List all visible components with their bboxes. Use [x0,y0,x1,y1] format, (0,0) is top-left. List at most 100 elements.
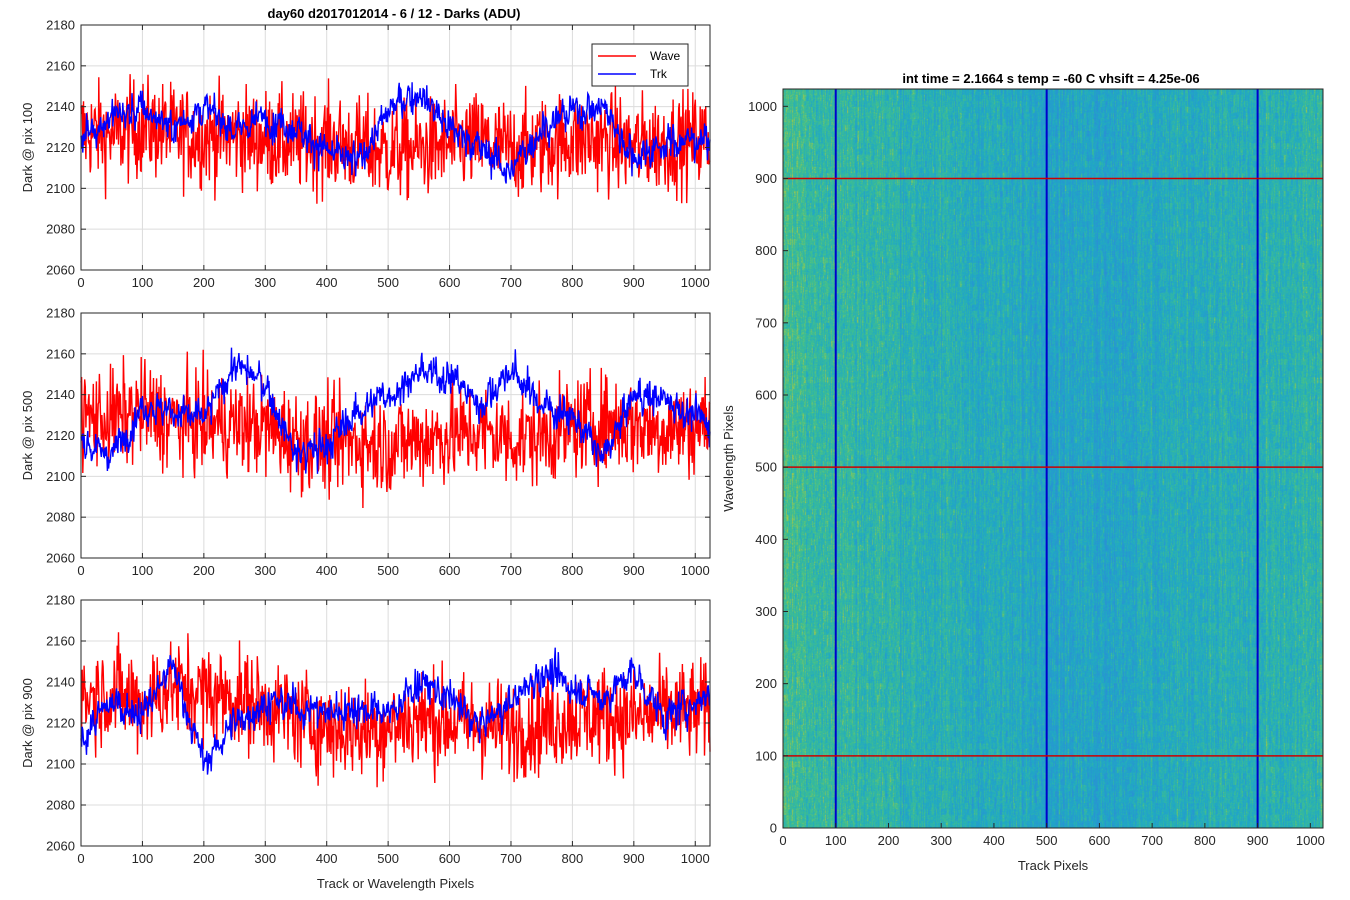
heatmap-title: int time = 2.1664 s temp = -60 C vhsift … [902,71,1199,86]
y-axis-label: Dark @ pix 900 [20,678,35,768]
x-tick-label: 800 [562,275,584,290]
heatmap-canvas [783,89,1323,828]
x-tick-label: 1000 [681,851,710,866]
y-axis-label: Wavelength Pixels [721,405,736,512]
x-tick-label: 300 [254,275,276,290]
figure-title: day60 d2017012014 - 6 / 12 - Darks (ADU) [268,6,521,21]
series-line-trk [80,647,711,775]
x-tick-label: 0 [77,275,84,290]
x-tick-label: 100 [132,563,154,578]
y-tick-label: 900 [755,171,777,186]
x-tick-label: 300 [930,833,952,848]
y-tick-label: 2160 [46,346,75,361]
y-tick-label: 2080 [46,510,75,525]
y-tick-label: 2060 [46,839,75,854]
y-tick-label: 200 [755,676,777,691]
series-line-wave [80,74,711,204]
y-tick-label: 2180 [46,18,75,33]
y-tick-label: 800 [755,243,777,258]
x-tick-label: 1000 [1296,833,1325,848]
x-tick-label: 200 [878,833,900,848]
series-line-trk [80,82,711,184]
x-tick-label: 200 [193,851,215,866]
x-axis-label: Track Pixels [1018,858,1089,873]
y-tick-label: 2120 [46,716,75,731]
y-tick-label: 2140 [46,675,75,690]
x-tick-label: 800 [562,851,584,866]
x-tick-label: 100 [825,833,847,848]
heatmap-image [783,89,1323,828]
x-tick-label: 100 [132,851,154,866]
legend-box [591,43,689,87]
y-tick-label: 2180 [46,593,75,608]
x-tick-label: 900 [623,563,645,578]
heatmap-panel: 0 100 200 300 400 500 600 700 800 900 1000 0 100 200 3… [721,71,1325,873]
y-tick-label: 400 [755,532,777,547]
legend-label-trk: Trk [650,67,668,81]
y-tick-label: 2060 [46,551,75,566]
x-tick-label: 600 [439,275,461,290]
x-tick-label: 700 [500,275,522,290]
y-tick-label: 2160 [46,634,75,649]
x-tick-label: 600 [1089,833,1111,848]
legend: Wave Trk [591,43,689,87]
y-axis-label: Dark @ pix 100 [20,103,35,193]
legend-label-wave: Wave [650,49,681,63]
x-tick-label: 700 [500,851,522,866]
x-tick-label: 700 [1141,833,1163,848]
y-axis-label: Dark @ pix 500 [20,391,35,481]
y-tick-label: 2100 [46,469,75,484]
line-panel-pix-100: 0 100 200 300 400 500 600 700 800 900 1000 2060 2080… [20,18,711,290]
y-tick-label: 700 [755,315,777,330]
x-tick-label: 200 [193,563,215,578]
x-tick-label: 0 [779,833,786,848]
x-tick-label: 0 [77,563,84,578]
x-axis-label: Track or Wavelength Pixels [317,876,475,891]
y-tick-label: 500 [755,460,777,475]
x-tick-label: 500 [377,851,399,866]
y-tick-label: 2140 [46,99,75,114]
x-tick-label: 800 [1194,833,1216,848]
series-line-trk [80,347,711,474]
x-tick-label: 0 [77,851,84,866]
x-tick-label: 500 [1036,833,1058,848]
x-tick-label: 700 [500,563,522,578]
line-panel-pix-500: 0 100 200 300 400 500 600 700 800 900 1000 2060 2080… [20,306,711,578]
x-tick-label: 900 [623,275,645,290]
x-tick-label: 600 [439,563,461,578]
x-tick-label: 900 [1247,833,1269,848]
y-tick-label: 2140 [46,387,75,402]
y-tick-label: 1000 [748,99,777,114]
x-tick-label: 400 [983,833,1005,848]
y-tick-label: 2120 [46,140,75,155]
x-tick-label: 800 [562,563,584,578]
series-line-wave [80,349,711,509]
x-tick-label: 300 [254,851,276,866]
x-tick-label: 1000 [681,275,710,290]
y-tick-label: 2100 [46,181,75,196]
y-tick-label: 2160 [46,58,75,73]
y-tick-label: 300 [755,604,777,619]
y-tick-label: 100 [755,748,777,763]
y-tick-label: 2080 [46,222,75,237]
x-tick-label: 400 [316,275,338,290]
y-tick-label: 2120 [46,428,75,443]
x-tick-label: 1000 [681,563,710,578]
y-tick-label: 2100 [46,757,75,772]
x-tick-label: 500 [377,563,399,578]
y-tick-label: 2180 [46,306,75,321]
line-panel-pix-900: 0 100 200 300 400 500 600 700 800 900 1000 2060 2080… [20,593,711,891]
x-tick-label: 400 [316,563,338,578]
x-tick-label: 500 [377,275,399,290]
x-tick-label: 600 [439,851,461,866]
y-tick-label: 0 [770,821,777,836]
x-tick-label: 400 [316,851,338,866]
x-tick-label: 900 [623,851,645,866]
x-tick-label: 100 [132,275,154,290]
x-tick-label: 200 [193,275,215,290]
y-tick-label: 600 [755,387,777,402]
y-tick-label: 2060 [46,263,75,278]
y-tick-label: 2080 [46,798,75,813]
axes-frame [782,88,1324,829]
